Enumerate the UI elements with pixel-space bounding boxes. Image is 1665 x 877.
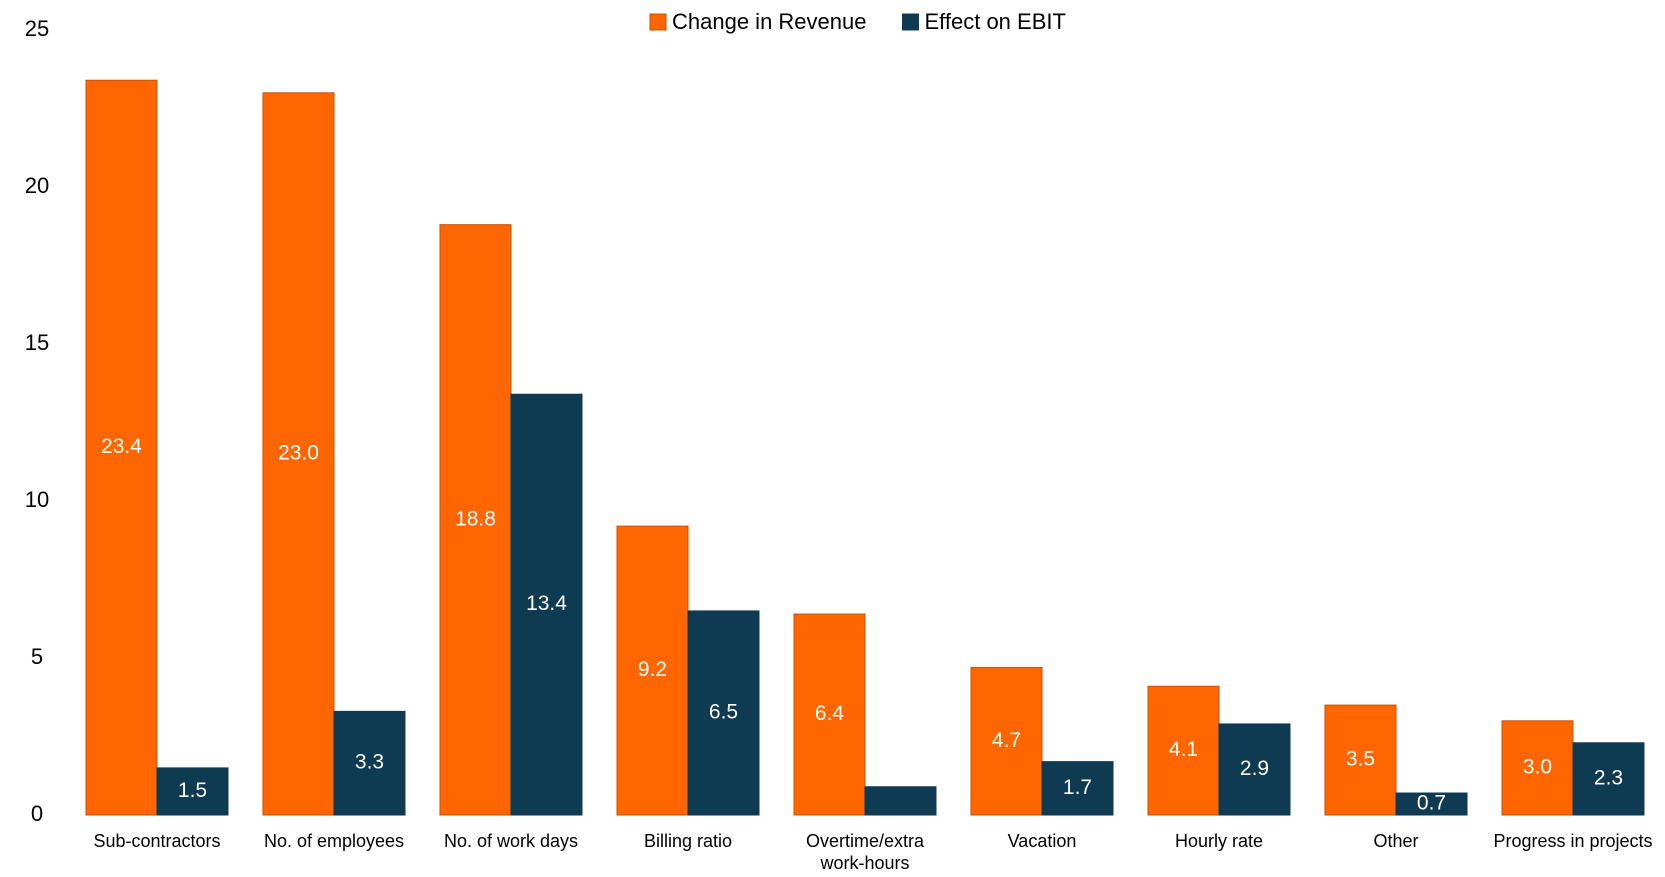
legend-label: Effect on EBIT <box>924 9 1065 34</box>
y-tick-label: 10 <box>25 487 49 512</box>
data-label: 3.0 <box>1523 755 1552 778</box>
data-label: 6.4 <box>815 702 845 725</box>
data-label: 9.2 <box>638 658 667 681</box>
bar <box>1501 720 1574 816</box>
y-tick-label: 5 <box>31 644 43 669</box>
bar <box>1324 704 1397 816</box>
bar <box>1395 792 1468 816</box>
bar <box>510 393 583 816</box>
x-tick-label: Overtime/extra work-hours <box>806 831 925 873</box>
data-label: 1.7 <box>1063 776 1092 799</box>
y-tick-label: 15 <box>25 330 49 355</box>
bar <box>1572 742 1645 816</box>
bar <box>687 610 760 816</box>
x-tick-label: Progress in projects <box>1493 831 1652 851</box>
y-tick-label: 25 <box>25 16 49 41</box>
data-label: 13.4 <box>526 592 567 615</box>
data-label: 4.7 <box>992 729 1021 752</box>
legend-swatch <box>649 13 667 31</box>
bar <box>439 224 512 816</box>
legend-label: Change in Revenue <box>672 9 866 34</box>
data-label: 2.3 <box>1594 766 1623 789</box>
data-label: 23.4 <box>101 435 142 458</box>
data-label: 23.0 <box>278 441 319 464</box>
x-tick-label: No. of work days <box>444 831 578 851</box>
y-tick-label: 20 <box>25 173 49 198</box>
data-label: 4.1 <box>1169 738 1198 761</box>
x-tick-label: No. of employees <box>264 831 404 851</box>
data-label: 18.8 <box>455 507 496 530</box>
bar <box>262 92 335 816</box>
x-tick-label: Vacation <box>1008 831 1077 851</box>
bar <box>85 79 158 816</box>
data-label: 1.5 <box>178 779 207 802</box>
data-label: 2.9 <box>1240 757 1269 780</box>
x-tick-label: Billing ratio <box>644 831 732 851</box>
data-label: 3.3 <box>355 751 384 774</box>
legend-swatch <box>901 13 919 31</box>
x-tick-label: Other <box>1373 831 1418 851</box>
bar <box>793 613 866 816</box>
bar <box>156 767 229 816</box>
bar <box>970 666 1043 816</box>
data-label: 0.7 <box>1417 792 1446 815</box>
bar <box>1041 761 1114 816</box>
bar <box>1147 685 1220 816</box>
bar <box>333 710 406 816</box>
data-label: 3.5 <box>1346 748 1375 771</box>
bar <box>1218 723 1291 816</box>
data-label: 6.5 <box>709 700 738 723</box>
bar <box>616 525 689 816</box>
bar <box>864 786 937 816</box>
y-tick-label: 0 <box>31 801 43 826</box>
x-tick-label: Hourly rate <box>1175 831 1263 851</box>
x-tick-label: Sub-contractors <box>93 831 220 851</box>
